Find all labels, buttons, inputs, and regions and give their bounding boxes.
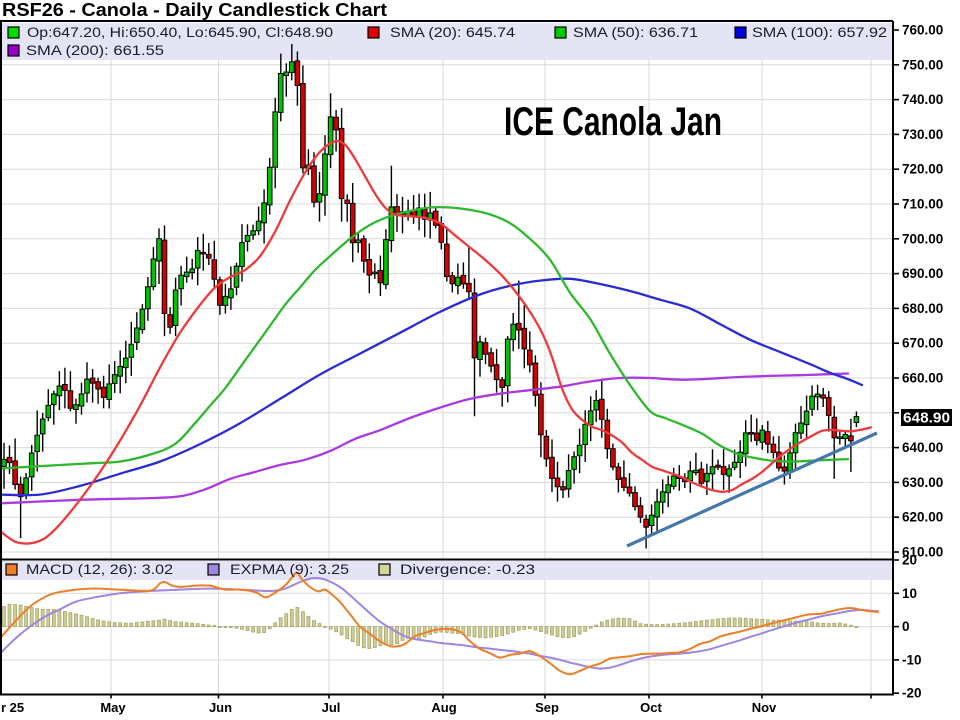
svg-text:730.00: 730.00 bbox=[902, 127, 943, 142]
svg-text:660.00: 660.00 bbox=[902, 371, 943, 386]
svg-text:750.00: 750.00 bbox=[902, 57, 943, 72]
svg-text:0: 0 bbox=[902, 619, 910, 634]
svg-text:May: May bbox=[100, 700, 126, 715]
svg-text:690.00: 690.00 bbox=[902, 266, 943, 281]
svg-text:r 25: r 25 bbox=[1, 700, 24, 715]
svg-text:SMA (20): 645.74: SMA (20): 645.74 bbox=[390, 25, 516, 40]
svg-text:SMA (200): 661.55: SMA (200): 661.55 bbox=[26, 43, 164, 58]
svg-text:RSF26 - Canola - Daily Candles: RSF26 - Canola - Daily Candlestick Chart bbox=[2, 0, 387, 20]
svg-text:Jul: Jul bbox=[322, 700, 341, 715]
svg-text:Divergence: -0.23: Divergence: -0.23 bbox=[400, 562, 535, 577]
svg-text:Aug: Aug bbox=[431, 700, 456, 715]
svg-text:SMA (50): 636.71: SMA (50): 636.71 bbox=[573, 25, 698, 40]
svg-text:Sep: Sep bbox=[535, 700, 559, 715]
svg-text:Nov: Nov bbox=[752, 700, 777, 715]
svg-text:EXPMA (9): 3.25: EXPMA (9): 3.25 bbox=[230, 562, 349, 577]
svg-text:-20: -20 bbox=[902, 686, 922, 701]
svg-text:630.00: 630.00 bbox=[902, 475, 943, 490]
svg-text:760.00: 760.00 bbox=[902, 23, 943, 38]
svg-text:720.00: 720.00 bbox=[902, 162, 943, 177]
svg-text:740.00: 740.00 bbox=[902, 92, 943, 107]
svg-text:MACD (12, 26): 3.02: MACD (12, 26): 3.02 bbox=[26, 562, 173, 577]
svg-text:620.00: 620.00 bbox=[902, 510, 943, 525]
svg-text:700.00: 700.00 bbox=[902, 231, 943, 246]
svg-text:680.00: 680.00 bbox=[902, 301, 943, 316]
svg-text:SMA (100): 657.92: SMA (100): 657.92 bbox=[752, 25, 887, 40]
svg-text:670.00: 670.00 bbox=[902, 336, 943, 351]
svg-text:648.90: 648.90 bbox=[903, 411, 950, 427]
svg-text:20: 20 bbox=[902, 553, 917, 568]
svg-text:Jun: Jun bbox=[209, 700, 232, 715]
svg-text:610.00: 610.00 bbox=[902, 545, 943, 560]
svg-text:Oct: Oct bbox=[640, 700, 662, 715]
svg-text:640.00: 640.00 bbox=[902, 440, 943, 455]
svg-text:10: 10 bbox=[902, 586, 917, 601]
svg-text:ICE Canola Jan: ICE Canola Jan bbox=[504, 100, 722, 144]
svg-text:710.00: 710.00 bbox=[902, 197, 943, 212]
svg-text:Op:647.20, Hi:650.40, Lo:645.9: Op:647.20, Hi:650.40, Lo:645.90, Cl:648.… bbox=[27, 25, 333, 40]
svg-text:-10: -10 bbox=[902, 652, 922, 667]
